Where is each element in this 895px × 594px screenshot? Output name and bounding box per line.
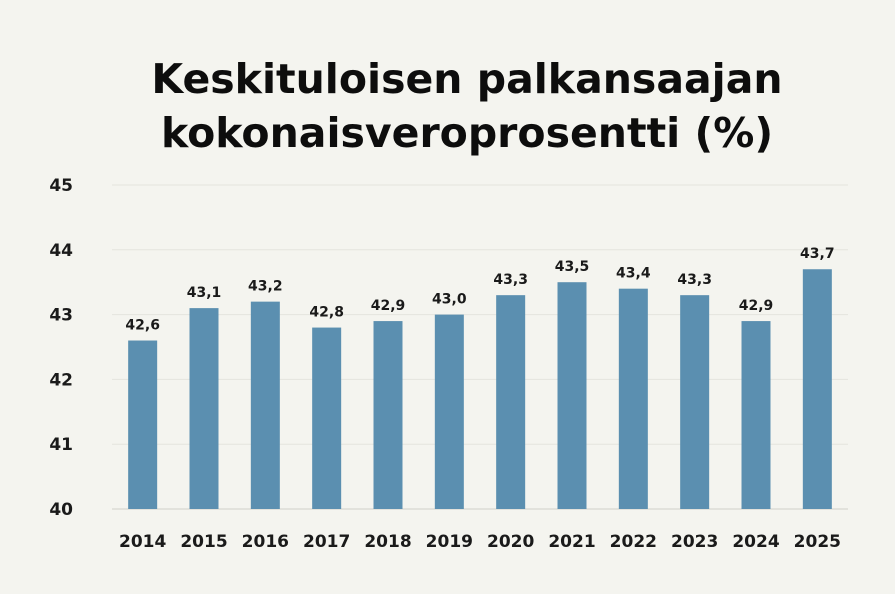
data-label: 43,3 bbox=[677, 272, 712, 288]
bar bbox=[250, 301, 280, 509]
chart-title-line-2: kokonaisveroprosentti (%) bbox=[161, 109, 773, 157]
chart-title-line-1: Keskituloisen palkansaajan bbox=[151, 55, 782, 103]
bar bbox=[128, 340, 158, 509]
x-tick-label: 2023 bbox=[671, 532, 718, 552]
bar bbox=[373, 321, 403, 509]
chart-title: Keskituloisen palkansaajan kokonaisverop… bbox=[151, 55, 782, 157]
y-tick-label: 42 bbox=[49, 370, 73, 390]
bar bbox=[189, 308, 219, 509]
x-tick-label: 2019 bbox=[426, 532, 473, 552]
data-label: 43,3 bbox=[493, 272, 528, 288]
data-labels: 42,6 43,1 43,2 42,8 42,9 43,0 43,3 43,5 43,4 43,3… bbox=[125, 246, 834, 333]
bar bbox=[680, 295, 710, 509]
y-tick-label: 44 bbox=[49, 241, 73, 261]
bar bbox=[496, 295, 526, 509]
bar bbox=[312, 327, 342, 509]
x-tick-label: 2025 bbox=[794, 532, 841, 552]
y-axis: 40 41 42 43 44 45 bbox=[49, 176, 73, 520]
x-tick-label: 2016 bbox=[242, 532, 289, 552]
bar bbox=[802, 269, 832, 509]
data-label: 42,9 bbox=[739, 298, 774, 314]
x-tick-label: 2014 bbox=[119, 532, 166, 552]
bar bbox=[741, 321, 771, 509]
y-tick-label: 45 bbox=[49, 176, 73, 196]
data-label: 42,9 bbox=[371, 298, 406, 314]
x-tick-label: 2020 bbox=[487, 532, 534, 552]
x-tick-label: 2024 bbox=[732, 532, 779, 552]
x-tick-label: 2015 bbox=[180, 532, 227, 552]
x-tick-label: 2021 bbox=[548, 532, 595, 552]
gridlines bbox=[112, 184, 848, 510]
data-label: 42,6 bbox=[125, 318, 160, 334]
data-label: 43,1 bbox=[187, 285, 222, 301]
x-tick-label: 2018 bbox=[364, 532, 411, 552]
data-label: 43,2 bbox=[248, 279, 283, 295]
bar bbox=[618, 288, 648, 509]
data-label: 43,5 bbox=[555, 259, 590, 275]
x-axis: 2014 2015 2016 2017 2018 2019 2020 2021 2022 2023… bbox=[119, 532, 841, 552]
x-tick-label: 2022 bbox=[610, 532, 657, 552]
bars bbox=[128, 269, 832, 509]
y-tick-label: 40 bbox=[49, 500, 73, 520]
data-label: 43,7 bbox=[800, 246, 835, 262]
y-tick-label: 43 bbox=[49, 306, 73, 326]
bar bbox=[557, 282, 587, 509]
data-label: 42,8 bbox=[309, 305, 344, 321]
bar bbox=[434, 314, 464, 509]
data-label: 43,0 bbox=[432, 292, 467, 308]
x-tick-label: 2017 bbox=[303, 532, 350, 552]
data-label: 43,4 bbox=[616, 266, 651, 282]
y-tick-label: 41 bbox=[49, 435, 73, 455]
